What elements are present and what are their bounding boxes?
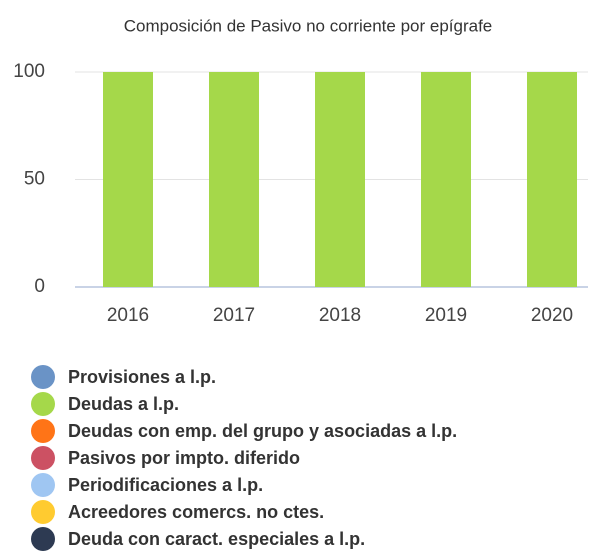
- legend-marker: [31, 419, 55, 443]
- bar-segment: [209, 72, 259, 287]
- x-tick-label: 2016: [107, 305, 149, 326]
- legend-label: Pasivos por impto. diferido: [68, 448, 300, 468]
- bar-segment: [527, 72, 577, 287]
- legend-marker: [31, 446, 55, 470]
- legend-marker: [31, 527, 55, 551]
- legend-label: Acreedores comercs. no ctes.: [68, 502, 324, 522]
- legend-label: Deudas con emp. del grupo y asociadas a …: [68, 421, 457, 441]
- bar-segment: [315, 72, 365, 287]
- bar-segment: [103, 72, 153, 287]
- legend-marker: [31, 392, 55, 416]
- legend-label: Deudas a l.p.: [68, 394, 179, 414]
- legend-marker: [31, 500, 55, 524]
- x-tick-label: 2020: [531, 305, 573, 326]
- bar-segment: [421, 72, 471, 287]
- legend-marker: [31, 365, 55, 389]
- chart-title: Composición de Pasivo no corriente por e…: [124, 16, 493, 35]
- legend-marker: [31, 473, 55, 497]
- y-tick-label: 0: [34, 276, 45, 297]
- x-tick-label: 2019: [425, 305, 467, 326]
- x-tick-label: 2018: [319, 305, 361, 326]
- x-tick-label: 2017: [213, 305, 255, 326]
- legend-label: Periodificaciones a l.p.: [68, 475, 263, 495]
- y-tick-label: 100: [13, 61, 45, 82]
- y-tick-label: 50: [24, 169, 45, 190]
- legend-label: Deuda con caract. especiales a l.p.: [68, 529, 365, 549]
- legend-label: Provisiones a l.p.: [68, 367, 216, 387]
